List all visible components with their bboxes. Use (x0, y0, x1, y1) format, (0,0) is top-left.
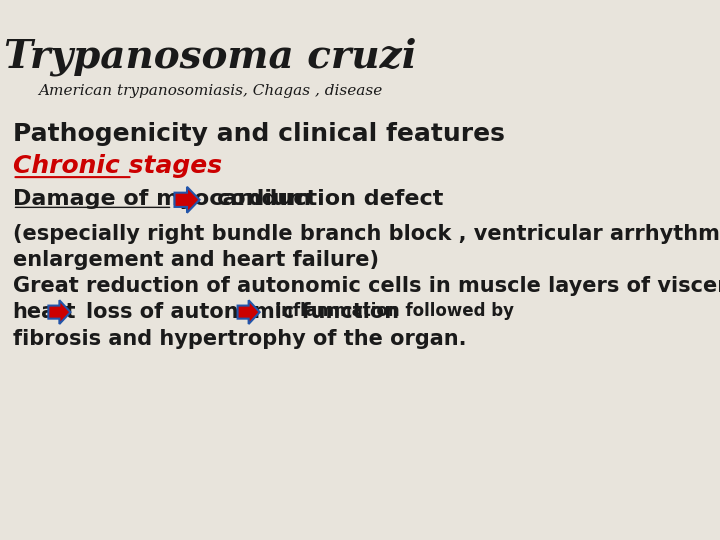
Text: conduction defect: conduction defect (217, 189, 443, 209)
FancyArrow shape (174, 187, 199, 213)
Text: (especially right bundle branch block , ventricular arrhythmias ,cardiac: (especially right bundle branch block , … (13, 224, 720, 244)
Text: enlargement and heart failure): enlargement and heart failure) (13, 250, 379, 270)
Text: Pathogenicity and clinical features: Pathogenicity and clinical features (13, 122, 505, 145)
Text: heart: heart (13, 302, 76, 322)
Text: Inflammation followed by: Inflammation followed by (276, 302, 514, 320)
Text: American trypanosomiasis, Chagas , disease: American trypanosomiasis, Chagas , disea… (38, 84, 382, 98)
Text: fibrosis and hypertrophy of the organ.: fibrosis and hypertrophy of the organ. (13, 329, 466, 349)
Text: Great reduction of autonomic cells in muscle layers of viscera and: Great reduction of autonomic cells in mu… (13, 276, 720, 296)
Text: Chronic stages: Chronic stages (13, 154, 222, 178)
Text: Trypanosoma cruzi: Trypanosoma cruzi (4, 38, 416, 76)
FancyArrow shape (238, 300, 260, 324)
FancyArrow shape (48, 300, 71, 324)
Text: loss of autonomic function: loss of autonomic function (86, 302, 400, 322)
Text: Damage of myocardium: Damage of myocardium (13, 189, 311, 209)
